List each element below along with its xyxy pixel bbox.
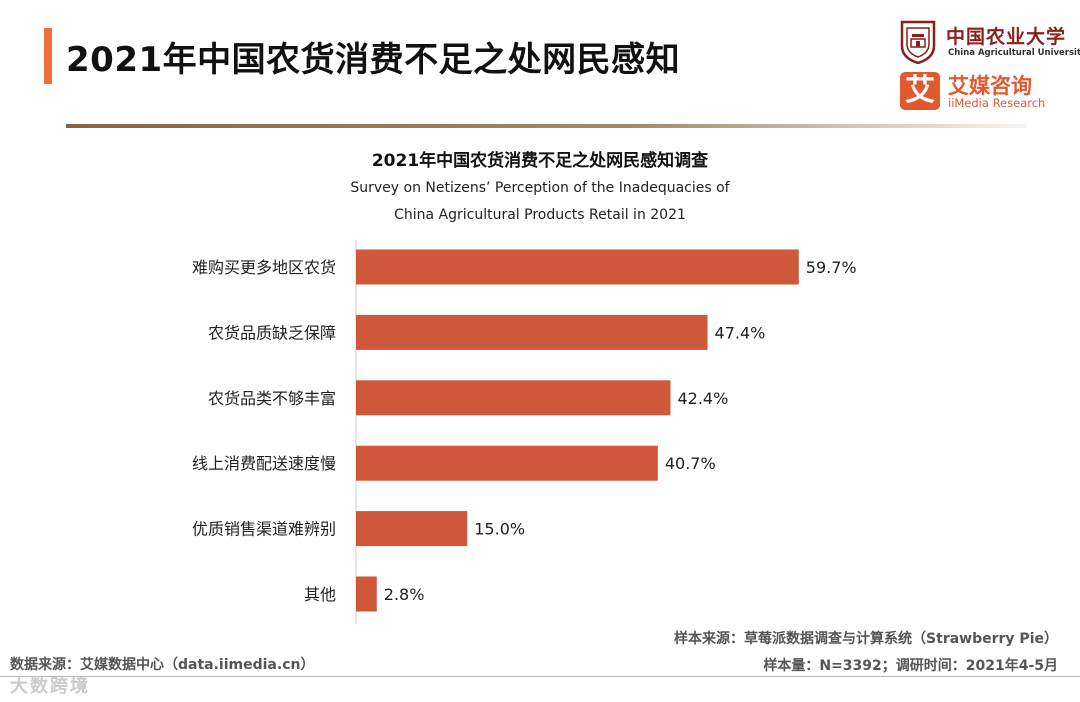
page-title: 2021年中国农货消费不足之处网民感知: [66, 40, 681, 80]
footer-divider: [0, 676, 1080, 677]
category-label: 优质销售渠道难辨别: [192, 520, 336, 539]
cau-seal-icon: [900, 20, 936, 64]
value-label: 40.7%: [665, 454, 716, 473]
category-label: 难购买更多地区农货: [192, 258, 336, 277]
category-label: 农货品类不够丰富: [208, 389, 336, 408]
bar: [356, 249, 799, 285]
value-label: 59.7%: [806, 258, 857, 277]
bar: [356, 314, 708, 350]
bar: [356, 445, 658, 481]
category-label: 其他: [304, 585, 336, 604]
imedia-name-en: iiMedia Research: [948, 96, 1046, 110]
cau-logo: 中国农业大学 China Agricultural University: [898, 18, 1080, 64]
chart-subtitle-line1: Survey on Netizens’ Perception of the In…: [350, 180, 730, 196]
value-label: 15.0%: [474, 520, 525, 539]
bar-chart: 难购买更多地区农货 59.7% 农货品质缺乏保障 47.4% 农货品类不够丰富 42.4%…: [192, 240, 857, 624]
cau-name-en: China Agricultural University: [948, 48, 1080, 58]
chart-title: 2021年中国农货消费不足之处网民感知调查: [371, 151, 709, 171]
value-label: 2.8%: [384, 585, 425, 604]
bar: [356, 576, 377, 612]
header-divider: [66, 124, 1026, 128]
value-label: 47.4%: [715, 323, 766, 342]
bar: [356, 380, 671, 416]
watermark: 大数跨境: [10, 676, 90, 697]
bar: [356, 511, 468, 547]
chart-subtitle-line2: China Agricultural Products Retail in 20…: [394, 207, 686, 223]
title-accent-bar: [44, 28, 52, 84]
imedia-logo: 艾 艾媒咨询 iiMedia Research: [900, 70, 1060, 112]
cau-name-cn: 中国农业大学: [946, 26, 1067, 48]
category-label: 农货品质缺乏保障: [208, 323, 336, 342]
imedia-logo-mark: 艾: [900, 72, 940, 110]
data-source: 数据来源：艾媒数据中心（data.iimedia.cn）: [10, 657, 315, 673]
sample-info: 样本量：N=3392；调研时间：2021年4-5月: [763, 658, 1058, 674]
value-label: 42.4%: [677, 389, 728, 408]
imedia-name-cn: 艾媒咨询: [948, 74, 1032, 98]
category-label: 线上消费配送速度慢: [192, 454, 336, 473]
sample-source: 样本来源：草莓派数据调查与计算系统（Strawberry Pie）: [674, 631, 1058, 647]
